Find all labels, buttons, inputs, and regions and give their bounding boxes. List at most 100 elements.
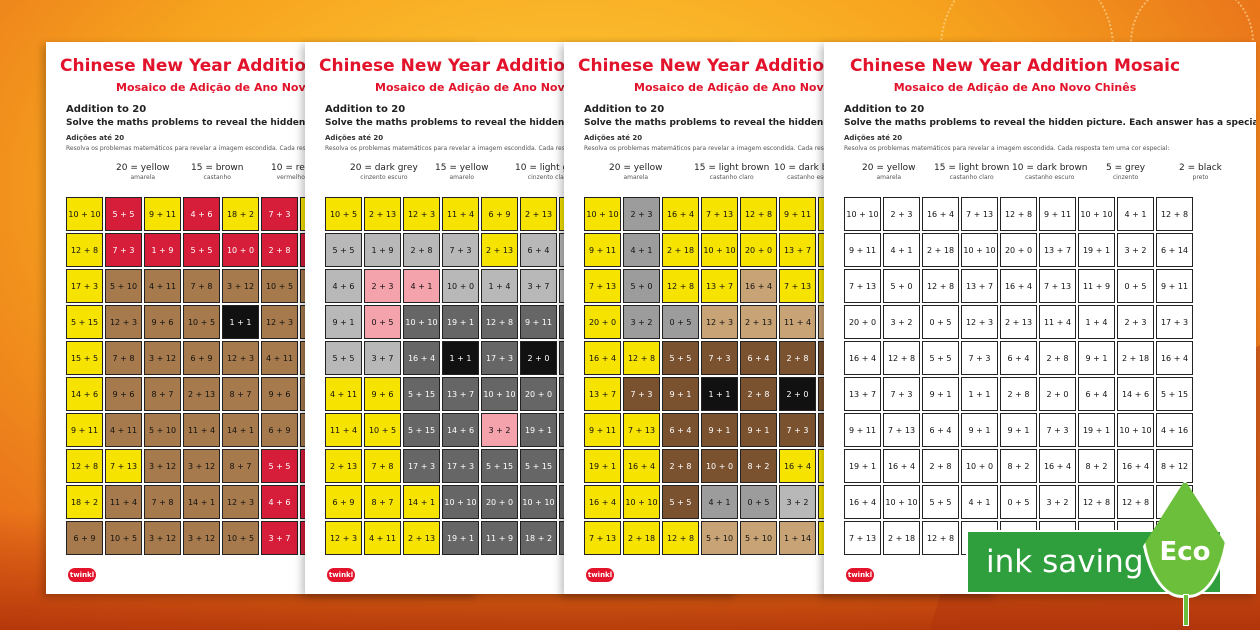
mosaic-cell: 6 + 4 (662, 413, 699, 447)
mosaic-cell: 9 + 1 (662, 377, 699, 411)
mosaic-cell: 17 + 3 (403, 449, 440, 483)
mosaic-cell: 10 + 10 (442, 485, 479, 519)
mosaic-cell: 7 + 13 (1039, 269, 1076, 303)
worksheet-subtitle: Mosaico de Adição de Ano Novo Chinês (634, 81, 877, 94)
mosaic-cell: 9 + 11 (144, 197, 181, 231)
mosaic-cell: 3 + 12 (144, 449, 181, 483)
mosaic-cell: 3 + 12 (144, 521, 181, 555)
mosaic-cell: 1 + 9 (144, 233, 181, 267)
mosaic-cell: 0 + 5 (1000, 485, 1037, 519)
mosaic-cell: 19 + 1 (844, 449, 881, 483)
mosaic-cell: 19 + 1 (442, 521, 479, 555)
mosaic-cell: 6 + 9 (481, 197, 518, 231)
mosaic-cell: 14 + 6 (1117, 377, 1154, 411)
mosaic-cell: 2 + 18 (883, 521, 920, 555)
colour-key-item: 10 = red vermelho (271, 163, 310, 181)
mosaic-cell: 3 + 2 (623, 305, 660, 339)
mosaic-cell: 3 + 12 (222, 269, 259, 303)
mosaic-cell: 16 + 4 (740, 269, 777, 303)
mosaic-cell: 0 + 5 (922, 305, 959, 339)
mosaic-cell: 10 + 10 (520, 485, 557, 519)
mosaic-cell: 12 + 8 (481, 305, 518, 339)
worksheet-heading: Addition to 20 (325, 104, 406, 115)
mosaic-cell: 8 + 7 (364, 485, 401, 519)
colour-key-label: 15 = light brown (694, 163, 770, 173)
mosaic-cell: 9 + 11 (1156, 269, 1193, 303)
mosaic-cell: 16 + 4 (584, 341, 621, 375)
mosaic-cell: 2 + 3 (883, 197, 920, 231)
colour-key-label-pt: amarela (130, 174, 156, 181)
mosaic-cell: 9 + 1 (701, 413, 738, 447)
mosaic-cell: 6 + 4 (922, 413, 959, 447)
mosaic-cell: 5 + 15 (481, 449, 518, 483)
mosaic-cell: 12 + 8 (66, 233, 103, 267)
mosaic-cell: 11 + 9 (1078, 269, 1115, 303)
mosaic-cell: 16 + 4 (1117, 449, 1154, 483)
mosaic-cell: 16 + 4 (1000, 269, 1037, 303)
mosaic-cell: 5 + 5 (183, 233, 220, 267)
mosaic-cell: 2 + 8 (740, 377, 777, 411)
mosaic-cell: 10 + 10 (844, 197, 881, 231)
ink-saving-label: ink saving (986, 544, 1144, 580)
mosaic-cell: 2 + 13 (183, 377, 220, 411)
mosaic-cell: 16 + 4 (623, 449, 660, 483)
mosaic-cell: 2 + 13 (481, 233, 518, 267)
mosaic-cell: 7 + 13 (105, 449, 142, 483)
worksheet-heading-pt: Adições até 20 (66, 134, 125, 142)
mosaic-cell: 8 + 7 (222, 377, 259, 411)
mosaic-cell: 2 + 18 (662, 233, 699, 267)
mosaic-cell: 5 + 5 (922, 485, 959, 519)
mosaic-cell: 7 + 3 (442, 233, 479, 267)
colour-key-item: 20 = dark grey cinzento escuro (350, 163, 418, 181)
mosaic-cell: 1 + 4 (1078, 305, 1115, 339)
colour-key-item: 20 = yellow amarela (609, 163, 662, 181)
mosaic-cell: 4 + 11 (325, 377, 362, 411)
mosaic-cell: 5 + 10 (740, 521, 777, 555)
mosaic-cell: 12 + 3 (701, 305, 738, 339)
worksheet-heading-pt: Adições até 20 (325, 134, 384, 142)
colour-key-item: 15 = light brown castanho claro (934, 163, 1009, 181)
mosaic-cell: 9 + 6 (364, 377, 401, 411)
mosaic-cell: 7 + 13 (961, 197, 998, 231)
mosaic-cell: 7 + 3 (1039, 413, 1076, 447)
mosaic-cell: 13 + 7 (844, 377, 881, 411)
mosaic-cell: 5 + 15 (403, 413, 440, 447)
mosaic-cell: 10 + 10 (403, 305, 440, 339)
mosaic-cell: 0 + 5 (740, 485, 777, 519)
mosaic-cell: 7 + 3 (701, 341, 738, 375)
mosaic-cell: 16 + 4 (662, 197, 699, 231)
mosaic-cell: 17 + 3 (66, 269, 103, 303)
mosaic-cell: 4 + 16 (1156, 413, 1193, 447)
mosaic-cell: 16 + 4 (403, 341, 440, 375)
mosaic-cell: 18 + 2 (520, 521, 557, 555)
mosaic-cell: 10 + 5 (325, 197, 362, 231)
mosaic-cell: 9 + 11 (844, 233, 881, 267)
mosaic-cell: 7 + 13 (844, 521, 881, 555)
mosaic-cell: 2 + 8 (1000, 377, 1037, 411)
colour-key-label-pt: castanho escuro (787, 174, 837, 181)
mosaic-cell: 8 + 2 (1000, 449, 1037, 483)
mosaic-cell: 9 + 11 (520, 305, 557, 339)
mosaic-cell: 13 + 7 (584, 377, 621, 411)
mosaic-cell: 10 + 10 (584, 197, 621, 231)
mosaic-cell: 5 + 15 (1156, 377, 1193, 411)
mosaic-cell: 10 + 10 (66, 197, 103, 231)
mosaic-cell: 10 + 10 (883, 485, 920, 519)
colour-key-label: 15 = brown (191, 163, 244, 173)
mosaic-cell: 9 + 6 (144, 305, 181, 339)
colour-key-label: 20 = yellow (116, 163, 170, 173)
mosaic-cell: 12 + 8 (922, 269, 959, 303)
mosaic-cell: 2 + 0 (779, 377, 816, 411)
mosaic-cell: 6 + 9 (66, 521, 103, 555)
mosaic-cell: 9 + 1 (1000, 413, 1037, 447)
mosaic-cell: 4 + 1 (701, 485, 738, 519)
mosaic-cell: 12 + 8 (740, 197, 777, 231)
mosaic-cell: 20 + 0 (481, 485, 518, 519)
worksheet-title: Chinese New Year Addition M (578, 56, 859, 76)
mosaic-cell: 9 + 11 (779, 197, 816, 231)
mosaic-cell: 3 + 2 (1039, 485, 1076, 519)
mosaic-cell: 14 + 6 (66, 377, 103, 411)
worksheet-title: Chinese New Year Addition Mo (60, 56, 353, 76)
worksheet-subtitle: Mosaico de Adição de Ano Novo Chinês (893, 81, 1137, 94)
colour-key-label: 20 = yellow (862, 163, 916, 173)
